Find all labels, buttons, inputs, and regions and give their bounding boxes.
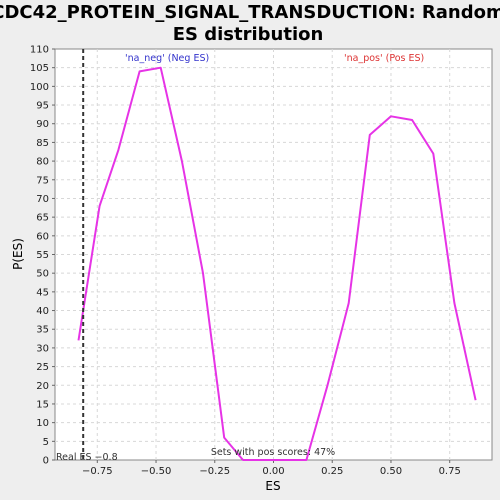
- series-layer: [77, 66, 477, 461]
- y-tick-label: 70: [36, 194, 49, 205]
- y-tick-label: 45: [36, 287, 49, 298]
- y-tick-label: 65: [36, 213, 49, 224]
- x-axis: −0.75 −0.50 −0.25 0.00 0.25 0.50 0.75: [82, 460, 461, 477]
- y-tick-label: 60: [36, 231, 49, 242]
- x-tick-label: 0.00: [262, 466, 284, 477]
- series-line: [77, 66, 477, 461]
- y-tick-label: 100: [30, 82, 49, 93]
- x-tick-label: −0.50: [141, 466, 172, 477]
- y-tick-label: 25: [36, 362, 49, 373]
- y-tick-label: 5: [43, 437, 49, 448]
- y-tick-label: 90: [36, 119, 49, 130]
- pos-es-label: 'na_pos' (Pos ES): [344, 53, 424, 64]
- y-tick-label: 40: [36, 306, 49, 317]
- y-tick-label: 110: [30, 45, 49, 56]
- x-tick-label: −0.75: [82, 466, 113, 477]
- y-tick-label: 95: [36, 101, 49, 112]
- neg-es-label: 'na_neg' (Neg ES): [125, 53, 209, 64]
- y-tick-label: 105: [30, 63, 49, 74]
- chart-title-line1: CDC42_PROTEIN_SIGNAL_TRANSDUCTION: Rando…: [0, 2, 500, 23]
- y-tick-label: 85: [36, 138, 49, 149]
- x-tick-label: 0.25: [321, 466, 343, 477]
- grid: [55, 49, 492, 460]
- real-es-label: Real ES −0.8: [56, 452, 118, 463]
- y-tick-label: 55: [36, 250, 49, 261]
- pos-scores-label: Sets with pos scores: 47%: [211, 447, 335, 458]
- x-tick-label: −0.25: [199, 466, 230, 477]
- y-tick-label: 35: [36, 325, 49, 336]
- y-tick-label: 75: [36, 175, 49, 186]
- chart-title-line2: ES distribution: [173, 24, 324, 45]
- y-axis: 0 5 10 15 20 25 30 35 40 45 50 55 60 65 70 75 80 85 90 95 10…: [30, 45, 55, 467]
- y-tick-label: 80: [36, 157, 49, 168]
- x-axis-label: ES: [265, 479, 280, 493]
- y-tick-label: 0: [43, 456, 49, 467]
- y-tick-label: 50: [36, 269, 49, 280]
- y-tick-label: 15: [36, 399, 49, 410]
- y-tick-label: 30: [36, 343, 49, 354]
- y-tick-label: 10: [36, 418, 49, 429]
- y-axis-label: P(ES): [11, 238, 25, 270]
- y-tick-label: 20: [36, 381, 49, 392]
- x-tick-label: 0.75: [439, 466, 461, 477]
- x-tick-label: 0.50: [380, 466, 402, 477]
